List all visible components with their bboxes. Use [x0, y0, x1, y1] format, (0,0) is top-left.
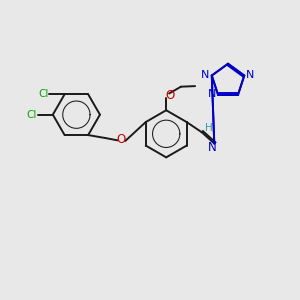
Text: Cl: Cl [26, 110, 37, 120]
Text: N: N [208, 89, 216, 99]
Text: O: O [165, 89, 175, 102]
Text: O: O [117, 133, 126, 146]
Text: N: N [208, 141, 216, 154]
Text: Cl: Cl [38, 89, 49, 99]
Text: H: H [205, 123, 212, 133]
Text: N: N [246, 70, 254, 80]
Text: N: N [201, 70, 209, 80]
